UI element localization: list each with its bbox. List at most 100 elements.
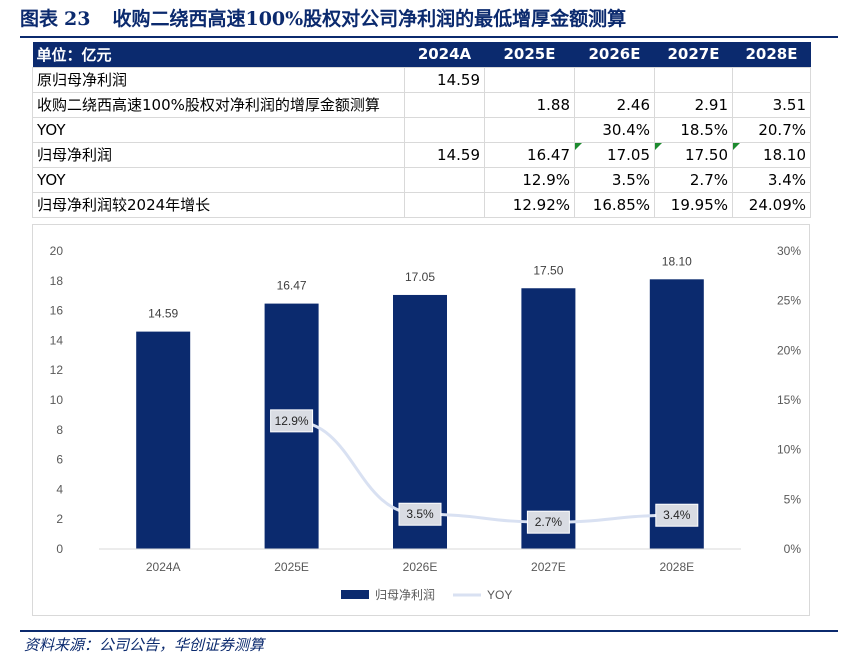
row-label: 归母净利润较2024年增长 bbox=[32, 191, 405, 218]
table-cell bbox=[484, 116, 575, 143]
yoy-data-label: 2.7% bbox=[535, 515, 563, 529]
bar-data-label: 14.59 bbox=[148, 307, 178, 321]
header-year: 2027E bbox=[654, 42, 733, 67]
table-cell: 14.59 bbox=[404, 141, 485, 168]
cell-value: 18.10 bbox=[763, 145, 806, 164]
cell-value: 16.85% bbox=[592, 195, 650, 214]
cell-value: 2.46 bbox=[616, 95, 650, 114]
figure-label: 图表 bbox=[20, 8, 59, 30]
x-tick-label: 2027E bbox=[531, 560, 566, 574]
table-cell: 2.7% bbox=[654, 166, 733, 193]
y2-tick-label: 15% bbox=[777, 393, 801, 407]
y2-tick-label: 10% bbox=[777, 443, 801, 457]
table-cell: 17.05 bbox=[574, 141, 655, 168]
y-tick-label: 16 bbox=[50, 304, 64, 318]
cell-value: 20.7% bbox=[758, 120, 806, 139]
legend-bar-swatch bbox=[341, 590, 369, 599]
bar-line-chart: 0 2 4 6 8 10 12 14 16 18 20 0% 5% 10% 15% 20% 25% 30% 14.5… bbox=[50, 244, 802, 602]
table-cell: 12.9% bbox=[484, 166, 575, 193]
row-label: YOY bbox=[32, 116, 405, 143]
cell-value: 17.50 bbox=[685, 145, 728, 164]
table-cell bbox=[732, 66, 811, 93]
table-header-row: 单位：亿元 2024A 2025E 2026E 2027E 2028E bbox=[32, 42, 811, 67]
yoy-data-label-box bbox=[655, 503, 699, 527]
title-rule bbox=[20, 36, 838, 38]
table-cell: 16.85% bbox=[574, 191, 655, 218]
cell-value: 18.5% bbox=[680, 120, 728, 139]
row-label: 收购二绕西高速100%股权对净利润的增厚金额测算 bbox=[32, 91, 405, 118]
cell-flag-marker bbox=[733, 143, 740, 150]
table-cell: 30.4% bbox=[574, 116, 655, 143]
header-unit: 单位：亿元 bbox=[32, 42, 405, 67]
table-cell: 20.7% bbox=[732, 116, 811, 143]
y-tick-label: 12 bbox=[50, 363, 64, 377]
table-cell: 3.51 bbox=[732, 91, 811, 118]
table-cell: 3.5% bbox=[574, 166, 655, 193]
y2-tick-label: 25% bbox=[777, 294, 801, 308]
table-cell: 24.09% bbox=[732, 191, 811, 218]
table-cell: 16.47 bbox=[484, 141, 575, 168]
cell-value: 3.51 bbox=[772, 95, 806, 114]
cell-value: 2.7% bbox=[689, 170, 728, 189]
yoy-line bbox=[291, 419, 677, 524]
y-tick-label: 20 bbox=[50, 244, 64, 258]
cell-value: 1.88 bbox=[536, 95, 570, 114]
x-tick-label: 2028E bbox=[659, 560, 694, 574]
x-tick-label: 2025E bbox=[274, 560, 309, 574]
table-cell bbox=[654, 66, 733, 93]
cell-value: 16.47 bbox=[527, 145, 570, 164]
cell-value: 14.59 bbox=[437, 70, 480, 89]
bar-data-label: 17.50 bbox=[533, 263, 563, 277]
table-cell bbox=[404, 116, 485, 143]
source-rule bbox=[20, 630, 838, 632]
yoy-data-label-box bbox=[526, 510, 570, 534]
cell-value: 3.4% bbox=[767, 170, 806, 189]
source-note: 资料来源：公司公告，华创证券测算 bbox=[24, 636, 265, 654]
table-cell: 14.59 bbox=[404, 66, 485, 93]
bar-data-label: 16.47 bbox=[277, 279, 307, 293]
table-row: YOY 12.9% 3.5% 2.7% 3.4% bbox=[32, 166, 811, 193]
y2-tick-label: 0% bbox=[784, 542, 802, 556]
table-row: 原归母净利润 14.59 bbox=[32, 66, 811, 93]
row-label: 原归母净利润 bbox=[32, 66, 405, 93]
table-row: 归母净利润 14.59 16.47 17.05 17.50 18.10 bbox=[32, 141, 811, 168]
y-tick-label: 14 bbox=[50, 333, 64, 347]
table-cell: 17.50 bbox=[654, 141, 733, 168]
y-tick-label: 6 bbox=[56, 453, 63, 467]
yoy-data-label: 3.4% bbox=[663, 508, 691, 522]
legend-bar-label: 归母净利润 bbox=[375, 588, 435, 602]
bar bbox=[136, 331, 191, 549]
table-cell: 1.88 bbox=[484, 91, 575, 118]
header-year: 2028E bbox=[732, 42, 811, 67]
y-tick-label: 2 bbox=[56, 512, 63, 526]
y2-tick-label: 20% bbox=[777, 343, 801, 357]
table-cell: 18.5% bbox=[654, 116, 733, 143]
yoy-data-label-box bbox=[270, 409, 314, 433]
bar-data-label: 17.05 bbox=[405, 270, 435, 284]
data-table: 单位：亿元 2024A 2025E 2026E 2027E 2028E 原归母净利润 14.… bbox=[32, 42, 811, 218]
table-row: 收购二绕西高速100%股权对净利润的增厚金额测算 1.88 2.46 2.91 3.51 bbox=[32, 91, 811, 118]
cell-value: 24.09% bbox=[748, 195, 806, 214]
figure-title: 图表 23 收购二绕西高速100%股权对公司净利润的最低增厚金额测算 bbox=[20, 4, 838, 38]
chart-panel: 0 2 4 6 8 10 12 14 16 18 20 0% 5% 10% 15% 20% 25% 30% 14.5… bbox=[32, 224, 810, 616]
cell-value: 14.59 bbox=[437, 145, 480, 164]
y-tick-label: 0 bbox=[56, 542, 63, 556]
table-cell bbox=[574, 66, 655, 93]
bar bbox=[521, 288, 576, 549]
row-label: YOY bbox=[32, 166, 405, 193]
table-cell: 2.46 bbox=[574, 91, 655, 118]
x-tick-label: 2024A bbox=[146, 560, 181, 574]
table-cell: 2.91 bbox=[654, 91, 733, 118]
y2-tick-label: 5% bbox=[784, 492, 802, 506]
table-cell bbox=[484, 66, 575, 93]
table-cell bbox=[404, 166, 485, 193]
table-cell: 18.10 bbox=[732, 141, 811, 168]
table-row: 归母净利润较2024年增长 12.92% 16.85% 19.95% 24.09% bbox=[32, 191, 811, 218]
yoy-data-label: 12.9% bbox=[275, 414, 309, 428]
yoy-data-label-box bbox=[398, 502, 442, 526]
y-tick-label: 10 bbox=[50, 393, 64, 407]
cell-flag-marker bbox=[575, 143, 582, 150]
cell-value: 19.95% bbox=[670, 195, 728, 214]
table-body: 原归母净利润 14.59 收购二绕西高速100%股权对净利润的增厚金额测算 1.88 2… bbox=[32, 66, 811, 218]
legend-line-label: YOY bbox=[487, 588, 512, 602]
